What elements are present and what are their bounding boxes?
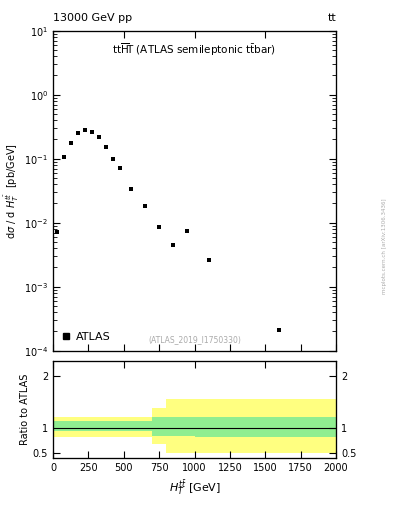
Y-axis label: Ratio to ATLAS: Ratio to ATLAS xyxy=(20,374,30,445)
Text: tt$\overline{\mathrm{H}}\!\mathrm{T}$ (ATLAS semileptonic t$\bar{\mathrm{t}}$bar: tt$\overline{\mathrm{H}}\!\mathrm{T}$ (A… xyxy=(112,42,277,58)
Text: mcplots.cern.ch [arXiv:1306.3436]: mcplots.cern.ch [arXiv:1306.3436] xyxy=(382,198,387,293)
X-axis label: $H_T^{t\bar{t}}$ [GeV]: $H_T^{t\bar{t}}$ [GeV] xyxy=(169,479,220,497)
Text: (ATLAS_2019_I1750330): (ATLAS_2019_I1750330) xyxy=(148,335,241,344)
Text: tt: tt xyxy=(327,13,336,23)
Text: 13000 GeV pp: 13000 GeV pp xyxy=(53,13,132,23)
Legend: ATLAS: ATLAS xyxy=(59,329,114,345)
Y-axis label: d$\sigma$ / d $H_T^{t\bar{t}}$  [pb/GeV]: d$\sigma$ / d $H_T^{t\bar{t}}$ [pb/GeV] xyxy=(3,143,21,239)
